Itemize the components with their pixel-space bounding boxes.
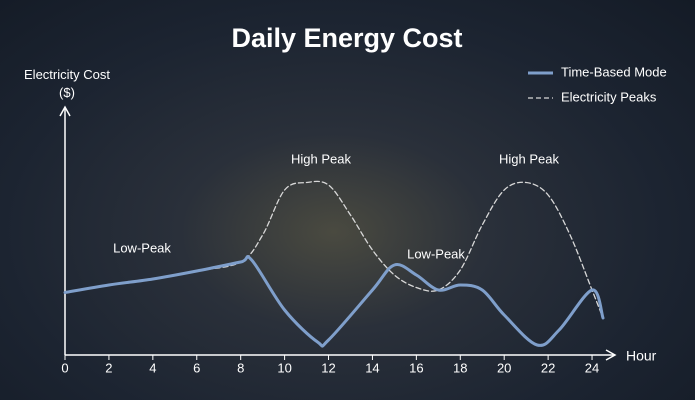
x-tick-label: 6 xyxy=(193,360,200,375)
line-series xyxy=(63,255,605,348)
x-tick-label: 8 xyxy=(237,360,244,375)
x-tick-label: 2 xyxy=(105,360,112,375)
x-tick-label: 18 xyxy=(453,360,467,375)
x-tick-label: 20 xyxy=(497,360,511,375)
x-tick-label: 12 xyxy=(321,360,335,375)
y-axis-arrow xyxy=(59,105,71,117)
x-tick-label: 24 xyxy=(585,360,599,375)
annotation: High Peak xyxy=(499,151,559,166)
x-tick-label: 22 xyxy=(541,360,555,375)
x-axis-arrow xyxy=(605,349,617,361)
legend-label: Time-Based Mode xyxy=(561,64,667,79)
legend-label: Electricity Peaks xyxy=(561,89,657,104)
y-axis-label: Electricity Cost ($) xyxy=(24,67,110,100)
x-tick-label: 10 xyxy=(277,360,291,375)
x-tick-label: 14 xyxy=(365,360,379,375)
x-tick-label: 0 xyxy=(61,360,68,375)
chart-title: Daily Energy Cost xyxy=(231,23,462,53)
annotation: High Peak xyxy=(291,151,351,166)
annotation: Low-Peak xyxy=(113,240,171,255)
x-tick-label: 4 xyxy=(149,360,156,375)
x-axis-label: Hour xyxy=(626,348,657,364)
annotation: Low-Peak xyxy=(407,246,465,261)
x-tick-label: 16 xyxy=(409,360,423,375)
